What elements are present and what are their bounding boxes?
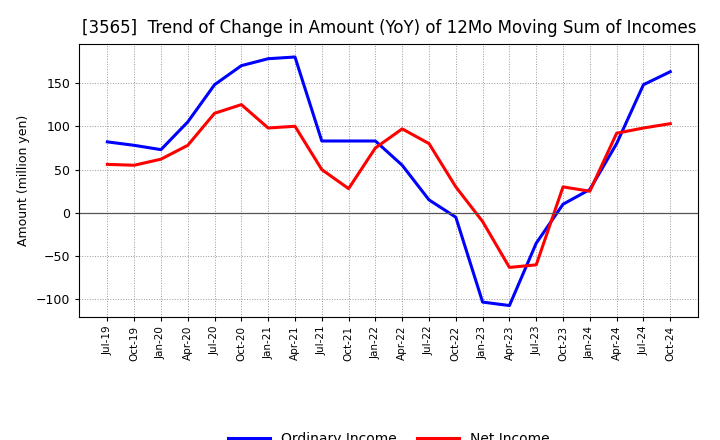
Line: Ordinary Income: Ordinary Income — [107, 57, 670, 305]
Ordinary Income — [639, 82, 648, 88]
Ordinary Income — [344, 138, 353, 143]
Ordinary Income — [451, 215, 460, 220]
Title: [3565]  Trend of Change in Amount (YoY) of 12Mo Moving Sum of Incomes: [3565] Trend of Change in Amount (YoY) o… — [81, 19, 696, 37]
Line: Net Income: Net Income — [107, 105, 670, 268]
Net Income — [451, 184, 460, 190]
Ordinary Income — [291, 55, 300, 60]
Net Income — [344, 186, 353, 191]
Net Income — [318, 167, 326, 172]
Net Income — [291, 124, 300, 129]
Ordinary Income — [532, 241, 541, 246]
Net Income — [371, 145, 379, 150]
Ordinary Income — [237, 63, 246, 68]
Net Income — [103, 162, 112, 167]
Net Income — [505, 265, 514, 270]
Net Income — [666, 121, 675, 126]
Legend: Ordinary Income, Net Income: Ordinary Income, Net Income — [222, 427, 555, 440]
Net Income — [559, 184, 567, 190]
Net Income — [184, 143, 192, 148]
Ordinary Income — [666, 69, 675, 74]
Ordinary Income — [398, 163, 407, 168]
Ordinary Income — [559, 202, 567, 207]
Net Income — [425, 141, 433, 146]
Net Income — [612, 131, 621, 136]
Net Income — [639, 125, 648, 131]
Net Income — [585, 189, 594, 194]
Ordinary Income — [478, 300, 487, 305]
Net Income — [157, 157, 166, 162]
Net Income — [210, 110, 219, 116]
Ordinary Income — [103, 139, 112, 144]
Ordinary Income — [612, 141, 621, 146]
Net Income — [532, 262, 541, 268]
Net Income — [264, 125, 272, 131]
Ordinary Income — [505, 303, 514, 308]
Net Income — [237, 102, 246, 107]
Ordinary Income — [184, 119, 192, 125]
Ordinary Income — [157, 147, 166, 152]
Ordinary Income — [130, 143, 138, 148]
Net Income — [398, 126, 407, 132]
Ordinary Income — [371, 138, 379, 143]
Y-axis label: Amount (million yen): Amount (million yen) — [17, 115, 30, 246]
Ordinary Income — [585, 187, 594, 192]
Net Income — [130, 163, 138, 168]
Ordinary Income — [264, 56, 272, 61]
Ordinary Income — [318, 138, 326, 143]
Ordinary Income — [210, 82, 219, 88]
Ordinary Income — [425, 197, 433, 202]
Net Income — [478, 219, 487, 224]
